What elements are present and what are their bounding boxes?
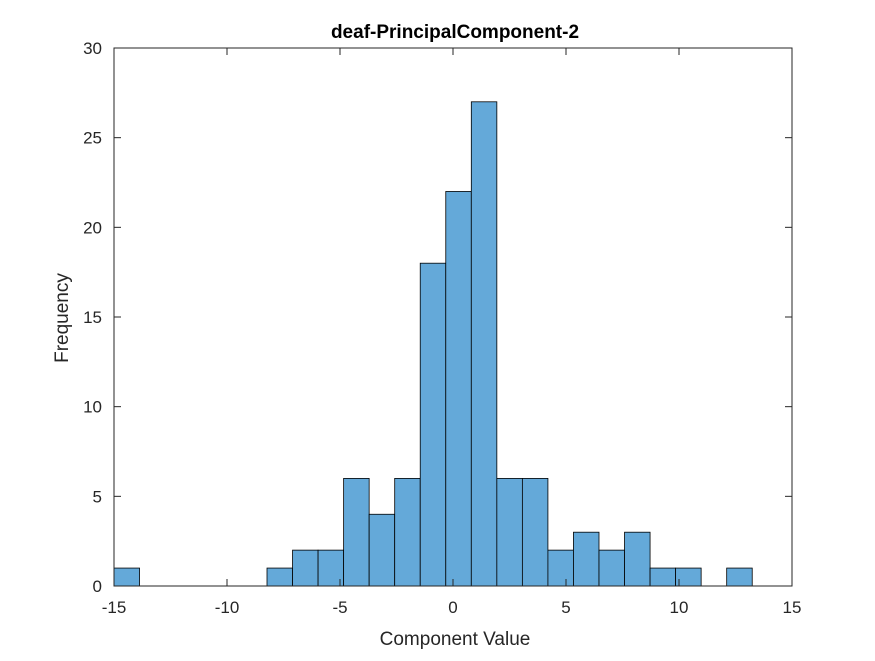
x-tick-label: 5 [561, 598, 570, 617]
x-tick-label: 10 [670, 598, 689, 617]
x-tick-label: 0 [448, 598, 457, 617]
histogram-bar-16 [649, 567, 677, 587]
x-tick-label: -15 [102, 598, 127, 617]
y-tick-label: 15 [83, 308, 102, 327]
y-tick-label: 10 [83, 398, 102, 417]
histogram-bar-7 [419, 262, 447, 587]
histogram-bar-0 [113, 567, 140, 587]
histogram-bar-8 [445, 191, 472, 587]
histogram-bar-5 [368, 513, 396, 587]
x-tick-label: -5 [332, 598, 347, 617]
histogram-bar-10 [496, 477, 523, 587]
histogram-bar-3 [317, 549, 345, 587]
x-axis-label: Component Value [380, 629, 531, 650]
chart-title: deaf-PrincipalComponent-2 [331, 22, 579, 43]
y-tick-label: 0 [93, 577, 102, 596]
histogram-bar-9 [470, 101, 498, 587]
y-tick-label: 25 [83, 129, 102, 148]
x-tick-label: -10 [215, 598, 240, 617]
histogram-bar-6 [394, 477, 421, 587]
bars-group [113, 101, 753, 587]
histogram-bar-13 [573, 531, 600, 587]
histogram-bar-4 [343, 477, 370, 587]
histogram-bar-15 [624, 531, 651, 587]
histogram-bar-18 [726, 567, 753, 587]
histogram-bar-2 [292, 549, 319, 587]
histogram-bar-1 [266, 567, 293, 587]
y-tick-label: 30 [83, 39, 102, 58]
histogram-bar-12 [547, 549, 574, 587]
y-tick-label: 5 [93, 487, 102, 506]
axes-group: -15 -10 -5 0 5 10 15 0 5 10 15 20 25 30 [83, 39, 801, 617]
y-tick-label: 20 [83, 218, 102, 237]
histogram-bar-11 [521, 477, 549, 587]
histogram-bar-14 [598, 549, 625, 587]
y-axis-label: Frequency [52, 273, 73, 363]
x-tick-label: 15 [783, 598, 802, 617]
